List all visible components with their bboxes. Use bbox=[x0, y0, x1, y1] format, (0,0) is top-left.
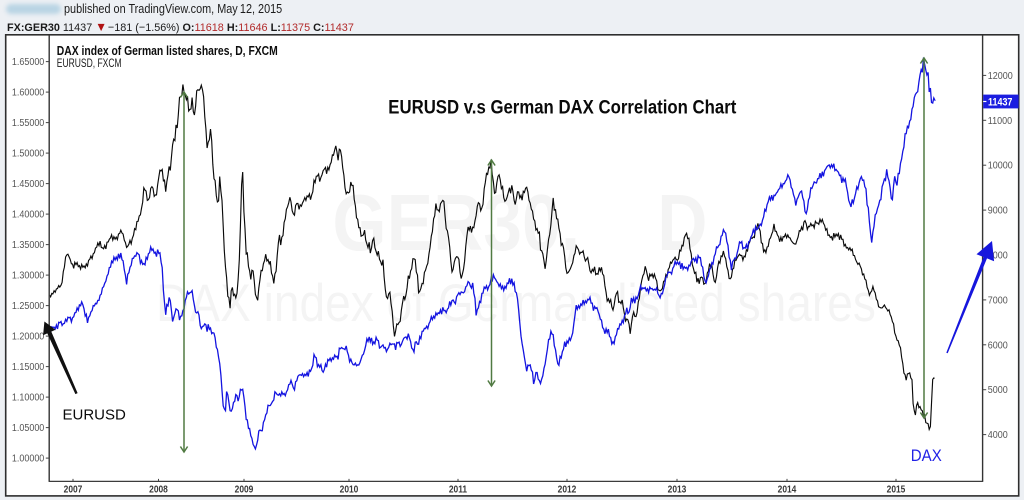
svg-text:1.05000: 1.05000 bbox=[12, 423, 44, 435]
svg-text:1.65000: 1.65000 bbox=[12, 57, 44, 69]
svg-text:1.40000: 1.40000 bbox=[12, 209, 44, 221]
svg-text:5000: 5000 bbox=[988, 385, 1008, 397]
svg-text:1.55000: 1.55000 bbox=[12, 118, 44, 130]
svg-text:1.50000: 1.50000 bbox=[12, 148, 44, 160]
svg-text:2007: 2007 bbox=[64, 484, 83, 495]
svg-text:EURUSD, FXCM: EURUSD, FXCM bbox=[57, 58, 122, 71]
svg-text:1.60000: 1.60000 bbox=[12, 87, 44, 99]
svg-text:2009: 2009 bbox=[235, 484, 254, 495]
svg-text:9000: 9000 bbox=[988, 205, 1008, 217]
svg-text:12000: 12000 bbox=[988, 70, 1013, 82]
svg-text:7000: 7000 bbox=[988, 295, 1008, 307]
svg-text:1.45000: 1.45000 bbox=[12, 179, 44, 191]
svg-text:8000: 8000 bbox=[988, 250, 1008, 262]
svg-text:2014: 2014 bbox=[778, 484, 798, 495]
svg-text:6000: 6000 bbox=[988, 340, 1008, 352]
svg-text:1.35000: 1.35000 bbox=[12, 240, 44, 252]
svg-text:2012: 2012 bbox=[558, 484, 577, 495]
svg-text:1.00000: 1.00000 bbox=[12, 453, 44, 465]
svg-text:EURUSD: EURUSD bbox=[63, 407, 127, 424]
svg-text:1.30000: 1.30000 bbox=[12, 270, 44, 282]
svg-text:DAX: DAX bbox=[911, 448, 942, 466]
svg-text:4000: 4000 bbox=[988, 430, 1008, 442]
svg-text:2010: 2010 bbox=[340, 484, 359, 495]
svg-text:1.20000: 1.20000 bbox=[12, 331, 44, 343]
svg-text:EURUSD v.s German DAX Correlat: EURUSD v.s German DAX Correlation Chart bbox=[388, 96, 736, 117]
svg-text:10000: 10000 bbox=[988, 160, 1013, 172]
svg-text:2011: 2011 bbox=[449, 484, 467, 495]
svg-text:GER30, D: GER30, D bbox=[332, 177, 707, 267]
svg-text:DAX index of German listed sha: DAX index of German listed shares bbox=[156, 273, 876, 333]
svg-text:2008: 2008 bbox=[149, 484, 168, 495]
svg-text:DAX index of German listed sha: DAX index of German listed shares, D, FX… bbox=[57, 43, 278, 59]
svg-text:2015: 2015 bbox=[887, 484, 906, 495]
svg-text:11000: 11000 bbox=[988, 115, 1012, 127]
svg-text:2013: 2013 bbox=[668, 484, 687, 495]
svg-text:1.15000: 1.15000 bbox=[12, 362, 44, 374]
svg-text:11437: 11437 bbox=[988, 96, 1013, 108]
svg-text:1.10000: 1.10000 bbox=[12, 392, 44, 404]
svg-text:1.25000: 1.25000 bbox=[12, 301, 44, 313]
